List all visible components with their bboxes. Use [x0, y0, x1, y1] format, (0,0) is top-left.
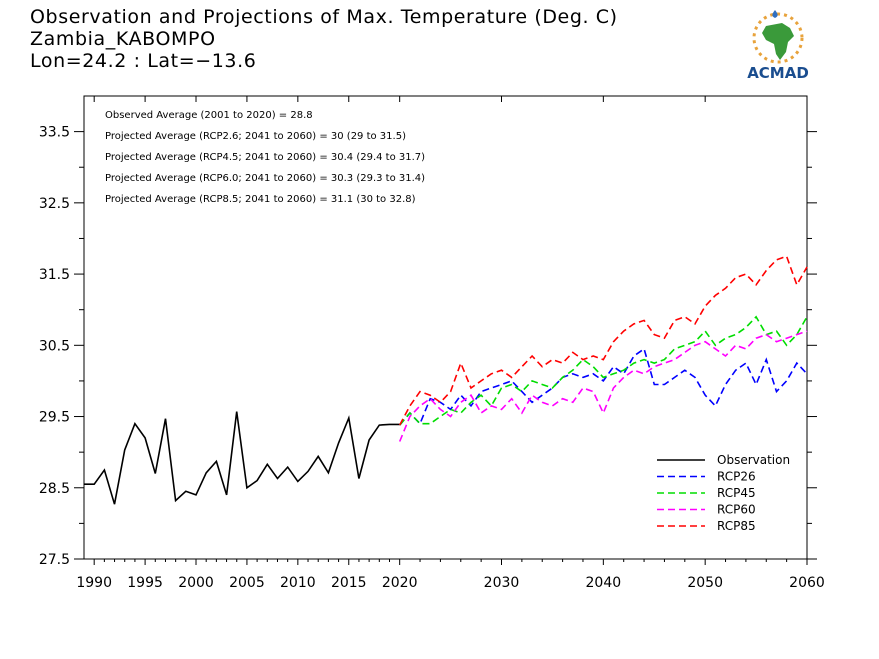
- series-line-rcp45: [399, 315, 808, 426]
- y-tick-label: 32.5: [39, 196, 70, 212]
- coordinates-label: Lon=24.2 : Lat=−13.6: [30, 50, 257, 72]
- series-line-rcp26: [399, 347, 808, 426]
- legend-label: RCP45: [717, 486, 756, 500]
- africa-map-sun-icon: [752, 10, 804, 64]
- annotation-text: Projected Average (RCP2.6; 2041 to 2060)…: [105, 131, 406, 142]
- x-tick-label: 2000: [178, 575, 214, 591]
- legend-label: Observation: [717, 453, 790, 467]
- series-line-observation: [84, 411, 400, 505]
- x-tick-label: 2005: [229, 575, 265, 591]
- x-tick-label: 1990: [76, 575, 112, 591]
- y-tick-label: 33.5: [39, 125, 70, 141]
- x-tick-label: 1995: [127, 575, 163, 591]
- x-tick-label: 2040: [586, 575, 622, 591]
- y-tick-label: 28.5: [39, 481, 70, 497]
- title-block: Observation and Projections of Max. Temp…: [30, 6, 618, 72]
- location-label: Zambia_KABOMPO: [30, 28, 216, 50]
- y-tick-label: 30.5: [39, 338, 70, 354]
- x-tick-label: 2060: [789, 575, 825, 591]
- x-tick-label: 2010: [280, 575, 316, 591]
- logo-text: ACMAD: [747, 64, 809, 82]
- series-line-rcp85: [398, 255, 808, 426]
- legend-label: RCP60: [717, 503, 756, 517]
- legend-label: RCP26: [717, 470, 756, 484]
- y-tick-label: 27.5: [39, 552, 70, 568]
- x-tick-label: 2020: [382, 575, 418, 591]
- x-tick-label: 2015: [331, 575, 367, 591]
- x-tick-label: 2050: [687, 575, 723, 591]
- acmad-logo: ACMAD: [747, 10, 809, 82]
- annotation-text: Projected Average (RCP8.5; 2041 to 2060)…: [105, 194, 416, 205]
- x-tick-label: 2030: [484, 575, 520, 591]
- y-tick-label: 31.5: [39, 267, 70, 283]
- legend-label: RCP85: [717, 519, 756, 533]
- y-tick-label: 29.5: [39, 410, 70, 426]
- chart-title: Observation and Projections of Max. Temp…: [30, 6, 618, 28]
- annotation-text: Observed Average (2001 to 2020) = 28.8: [105, 110, 313, 121]
- plot-frame: [83, 95, 808, 560]
- series-line-rcp60: [398, 330, 808, 442]
- annotation-text: Projected Average (RCP4.5; 2041 to 2060)…: [105, 152, 425, 163]
- annotation-text: Projected Average (RCP6.0; 2041 to 2060)…: [105, 173, 425, 184]
